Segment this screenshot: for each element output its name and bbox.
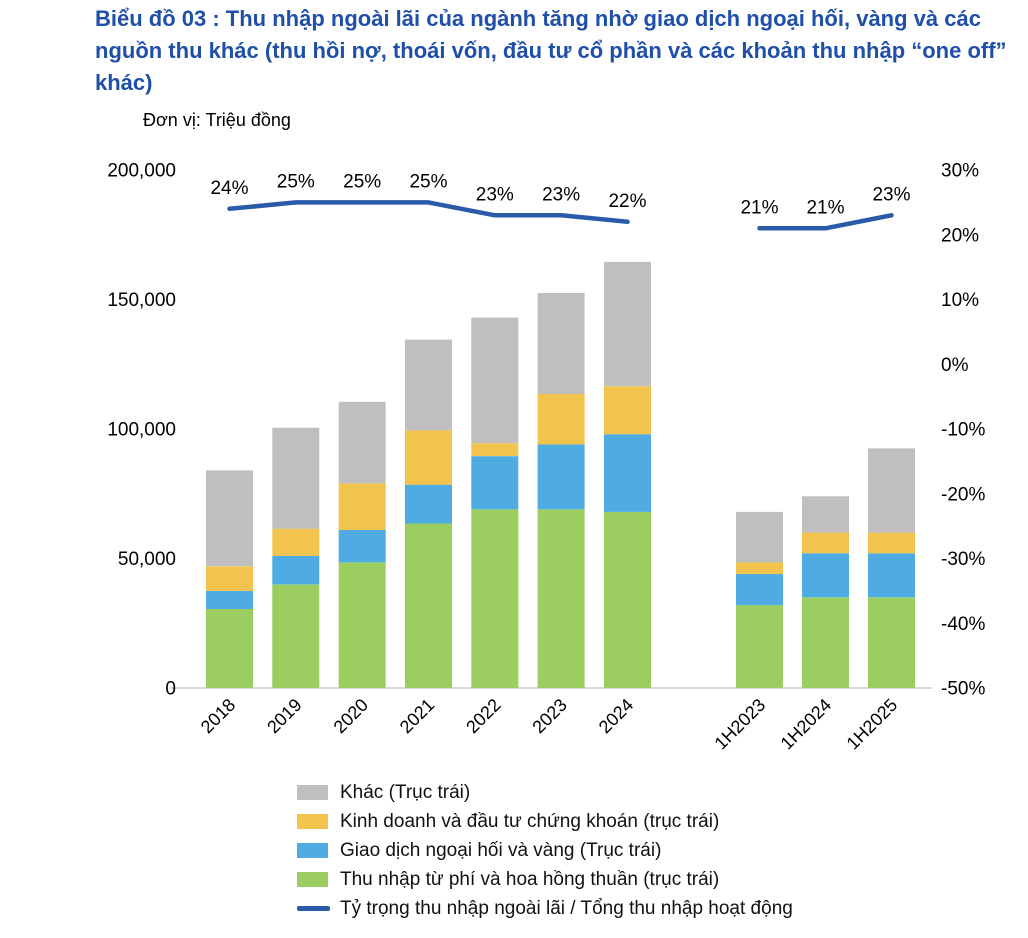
right-axis-tick-label: 0% — [941, 355, 969, 376]
ratio-point-label: 23% — [542, 184, 580, 205]
x-axis-label: 2022 — [462, 695, 504, 737]
legend-color-swatch — [297, 872, 328, 887]
legend-color-swatch — [297, 785, 328, 800]
ratio-point-label: 23% — [476, 184, 514, 205]
bar-segment — [471, 456, 519, 510]
bar-segment — [604, 261, 651, 387]
right-axis-tick-label: -30% — [941, 549, 985, 570]
bar-segment — [272, 584, 320, 688]
bar-segment — [206, 470, 253, 567]
x-axis-label: 1H2023 — [711, 695, 770, 754]
bar-segment — [868, 597, 915, 688]
bar-segment — [802, 496, 849, 533]
legend-color-swatch — [297, 814, 328, 829]
legend-item: Tỷ trọng thu nhập ngoài lãi / Tổng thu n… — [297, 894, 793, 923]
ratio-point-label: 25% — [409, 171, 447, 192]
right-axis-tick-label: 30% — [941, 161, 979, 182]
legend-label: Tỷ trọng thu nhập ngoài lãi / Tổng thu n… — [340, 897, 793, 919]
x-axis-label: 2018 — [197, 695, 239, 737]
bar-segment — [537, 394, 585, 445]
bar-segment — [405, 523, 452, 688]
bar-segment — [868, 532, 915, 554]
ratio-point-label: 25% — [277, 171, 315, 192]
bar-segment — [338, 562, 386, 688]
legend-item: Thu nhập từ phí và hoa hồng thuần (trục … — [297, 865, 793, 894]
ratio-point-label: 21% — [740, 197, 778, 218]
right-axis-tick-label: -10% — [941, 420, 985, 441]
left-axis-tick-label: 0 — [165, 679, 176, 700]
bar-segment — [802, 597, 849, 688]
legend-item: Giao dịch ngoại hối và vàng (Trục trái) — [297, 836, 793, 865]
bar-segment — [471, 509, 519, 688]
bar-segment — [802, 532, 849, 554]
legend-label: Khác (Trục trái) — [340, 781, 471, 803]
legend-label: Kinh doanh và đầu tư chứng khoán (trục t… — [340, 810, 720, 832]
bar-segment — [272, 528, 320, 556]
ratio-point-label: 22% — [608, 191, 646, 212]
right-axis-tick-label: -40% — [941, 614, 985, 635]
bar-segment — [471, 443, 519, 457]
chart-legend: Khác (Trục trái) Kinh doanh và đầu tư chứ… — [297, 778, 793, 923]
bar-segment — [604, 434, 651, 512]
ratio-point-label: 25% — [343, 171, 381, 192]
bar-segment — [736, 562, 783, 575]
right-axis-tick-label: 10% — [941, 290, 979, 311]
chart-canvas: 24% 25% 25% 25% 23% 23% 22% 21% 21% 23% 0 50,000 100… — [107, 161, 985, 754]
bar-segment — [272, 427, 320, 529]
bar-segment — [338, 401, 386, 484]
bar-segment — [868, 448, 915, 533]
bar-segment — [736, 605, 783, 688]
bar-segment — [405, 339, 452, 431]
x-axis-label: 2024 — [595, 695, 637, 737]
ratio-point-label: 23% — [872, 184, 910, 205]
ratio-line — [757, 213, 894, 231]
bar-segment — [405, 484, 452, 524]
left-axis-tick-label: 150,000 — [107, 290, 176, 311]
ratio-point-label: 24% — [210, 178, 248, 199]
x-axis-label: 1H2024 — [777, 695, 836, 754]
bar-segment — [206, 609, 253, 688]
x-axis-label: 2020 — [330, 695, 372, 737]
right-axis-tick-label: -50% — [941, 679, 985, 700]
bar-segment — [604, 386, 651, 435]
bar-segment — [802, 553, 849, 598]
left-axis-tick-label: 50,000 — [118, 549, 176, 570]
bar-segment — [272, 555, 320, 585]
bar-segment — [471, 317, 519, 444]
right-axis-tick-label: -20% — [941, 484, 985, 505]
bar-segment — [537, 293, 585, 394]
bar-segment — [206, 566, 253, 591]
legend-label: Thu nhập từ phí và hoa hồng thuần (trục … — [340, 868, 720, 890]
bar-segment — [537, 509, 585, 688]
right-axis-tick-label: 20% — [941, 225, 979, 246]
ratio-point-label: 21% — [806, 197, 844, 218]
bar-segment — [736, 511, 783, 563]
bar-segment — [736, 574, 783, 606]
legend-label: Giao dịch ngoại hối và vàng (Trục trái) — [340, 839, 662, 861]
bar-segment — [338, 483, 386, 530]
legend-item: Khác (Trục trái) — [297, 778, 793, 807]
bar-segment — [604, 511, 651, 688]
x-axis-label: 2019 — [263, 695, 305, 737]
ratio-line — [227, 200, 630, 225]
legend-line-swatch — [297, 906, 330, 911]
x-axis-label: 2023 — [528, 695, 570, 737]
left-axis-tick-label: 200,000 — [107, 161, 176, 182]
x-axis-label: 1H2025 — [843, 695, 902, 754]
bar-segment — [405, 430, 452, 485]
legend-item: Kinh doanh và đầu tư chứng khoán (trục t… — [297, 807, 793, 836]
bar-segment — [338, 530, 386, 563]
chart-title: Biểu đồ 03 : Thu nhập ngoài lãi của ngàn… — [95, 6, 1007, 95]
bar-segment — [537, 444, 585, 510]
legend-color-swatch — [297, 843, 328, 858]
x-axis-label: 2021 — [396, 695, 438, 737]
unit-label: Đơn vị: Triệu đồng — [143, 110, 291, 130]
left-axis-tick-label: 100,000 — [107, 420, 176, 441]
bar-segment — [868, 553, 915, 598]
bar-segment — [206, 590, 253, 609]
